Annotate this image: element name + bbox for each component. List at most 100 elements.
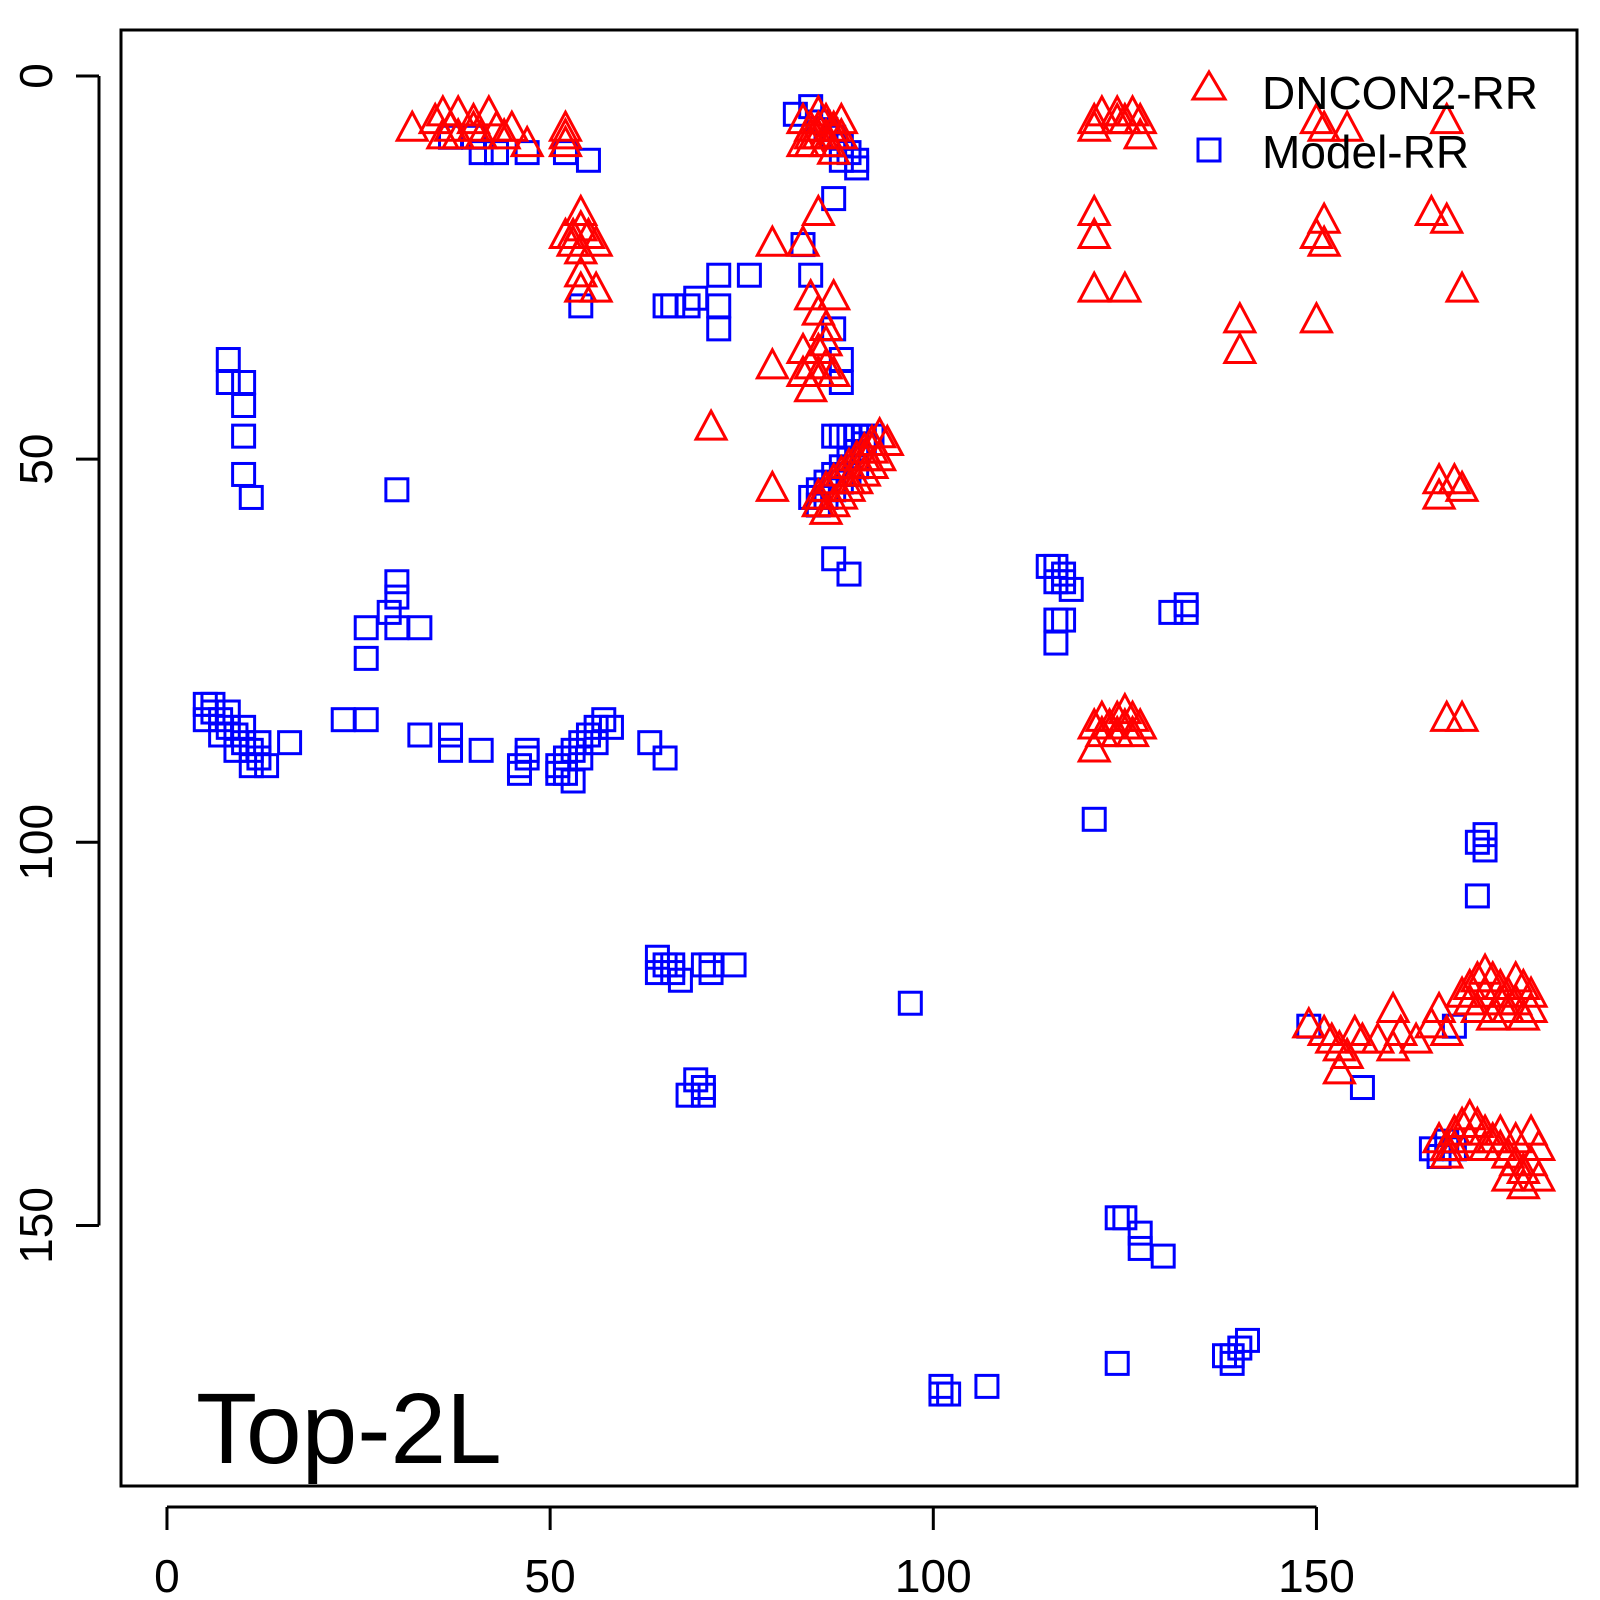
dncon2-triangle-point (1298, 300, 1334, 334)
model-square-point (675, 293, 701, 319)
model-square-point (821, 546, 847, 572)
dncon2-triangle-point (509, 124, 545, 158)
dncon2-triangle-point (1429, 1013, 1465, 1047)
dncon2-triangle-point (1107, 270, 1143, 303)
dncon2-triangle-point (547, 116, 583, 150)
dncon2-triangle-point (1436, 461, 1472, 495)
dncon2-triangle-point (440, 93, 476, 127)
dncon2-triangle-point (1505, 1166, 1541, 1200)
dncon2-triangle-point (563, 231, 599, 265)
dncon2-triangle-point (1115, 699, 1151, 732)
dncon2-triangle-point (1076, 270, 1112, 303)
model-square-point (1043, 569, 1069, 595)
model-square-point (1043, 630, 1069, 656)
dncon2-triangle-point (563, 193, 599, 227)
dncon2-triangle-point (1444, 270, 1480, 303)
model-square-point (376, 599, 402, 625)
legend-label-dncon2: DNCON2-RR (1262, 67, 1538, 119)
dncon2-triangle-point (1421, 476, 1457, 510)
model-square-point (407, 615, 433, 641)
model-square-point (231, 423, 257, 449)
dncon2-triangle-point (831, 469, 867, 502)
dncon2-triangle-point (800, 484, 836, 518)
dncon2-triangle-point (1076, 216, 1112, 250)
dncon2-triangle-point (1115, 714, 1151, 748)
model-square-point (384, 569, 410, 595)
x-tick-label: 0 (154, 1550, 180, 1600)
data-marks (192, 93, 1557, 1407)
dncon2-triangle-point (394, 109, 430, 142)
model-square-point (384, 584, 410, 610)
model-square-point (1051, 561, 1077, 587)
y-tick-label: 150 (10, 1187, 62, 1264)
dncon2-triangle-point (1413, 193, 1449, 227)
model-square-point (1112, 1205, 1138, 1231)
dncon2-triangle-point (1482, 967, 1518, 1001)
dncon2-triangle-point (846, 438, 882, 472)
dncon2-triangle-point (816, 354, 852, 387)
model-square-point (1349, 1075, 1375, 1101)
dncon2-triangle-point (823, 101, 859, 135)
dncon2-triangle-point (1076, 193, 1112, 227)
dncon2-triangle-point (1459, 990, 1495, 1024)
x-tick-label: 150 (1278, 1550, 1355, 1600)
y-tick-label: 0 (10, 63, 62, 89)
dncon2-triangle-point (1360, 1021, 1396, 1054)
dncon2-triangle-point (1429, 101, 1465, 135)
model-square-point (928, 1381, 954, 1407)
model-square-point (583, 730, 609, 756)
model-square-point (438, 722, 464, 748)
dncon2-triangle-point (1099, 93, 1135, 127)
plot-frame (119, 28, 1579, 1488)
model-square-point (353, 707, 379, 733)
dncon2-triangle-point (1452, 982, 1488, 1016)
dncon2-triangle-point (1467, 952, 1503, 985)
dncon2-triangle-point (1429, 1135, 1465, 1169)
model-square-point (1472, 837, 1498, 863)
dncon2-triangle-point (1375, 990, 1411, 1024)
model-square-point (575, 147, 601, 173)
model-square-point (200, 691, 226, 717)
dncon2-triangle-point (1452, 1097, 1488, 1131)
dncon2-triangle-point (563, 254, 599, 288)
model-square-point (568, 730, 594, 756)
model-square-point (1104, 1350, 1130, 1376)
legend-triangle-marker (1190, 69, 1228, 101)
dncon2-triangle-point (1513, 975, 1549, 1008)
legend: DNCON2-RR Model-RR (1190, 67, 1538, 178)
dncon2-triangle-point (1222, 331, 1258, 364)
dncon2-triangle-point (754, 346, 790, 380)
model-square-point (568, 293, 594, 319)
model-square-point (384, 477, 410, 503)
dncon2-triangle-point (1513, 1112, 1549, 1146)
model-square-point (1173, 599, 1199, 625)
dncon2-triangle-point (754, 469, 790, 502)
dncon2-triangle-point (1490, 990, 1526, 1024)
model-square-point (644, 944, 670, 970)
dncon2-triangle-point (1521, 1158, 1557, 1192)
model-square-point (1464, 883, 1490, 909)
dncon2-triangle-point (808, 308, 844, 342)
dncon2-triangle-point (1291, 1005, 1327, 1039)
dncon2-triangle-point (754, 224, 790, 257)
model-square-point (675, 1082, 701, 1108)
dncon2-triangle-point (1482, 1112, 1518, 1146)
model-square-point (637, 730, 663, 756)
dncon2-triangle-point (1321, 1051, 1357, 1085)
model-square-point (706, 262, 732, 288)
model-square-point (583, 714, 609, 740)
dncon2-triangle-point (578, 270, 614, 303)
dncon2-triangle-point (1306, 109, 1342, 142)
dncon2-triangle-point (1498, 982, 1534, 1016)
dncon2-triangle-point (808, 492, 844, 525)
model-square-point (468, 737, 494, 763)
model-square-point (215, 370, 241, 396)
model-square-point (1158, 599, 1184, 625)
model-square-point (1472, 822, 1498, 848)
dncon2-triangle-point (1337, 1013, 1373, 1047)
dncon2-triangle-point (440, 116, 476, 150)
dncon2-triangle-point (547, 109, 583, 142)
dncon2-triangle-point (1076, 729, 1112, 763)
model-square-point (1219, 1343, 1245, 1369)
model-square-point (506, 760, 532, 786)
